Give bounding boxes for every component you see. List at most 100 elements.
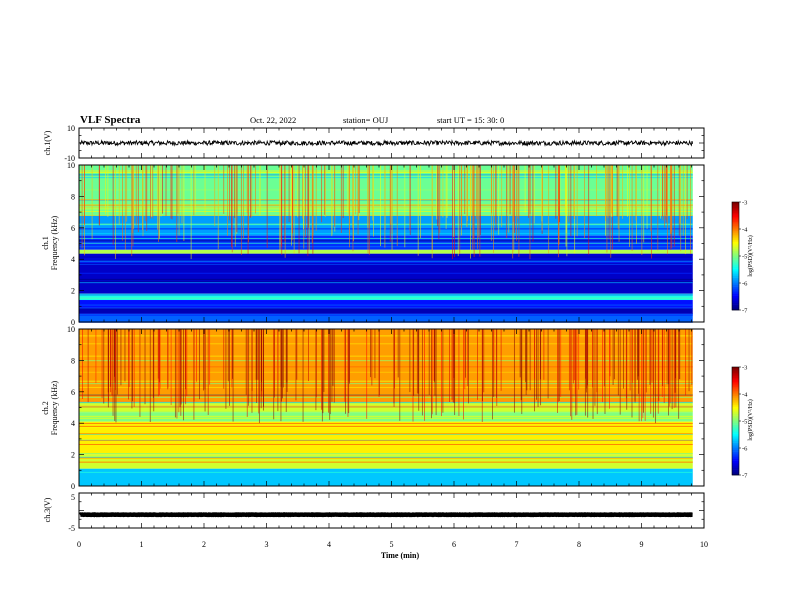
spectral-streak	[483, 329, 485, 393]
x-tick-label: 7	[515, 540, 519, 549]
spectral-streak	[315, 165, 317, 231]
spectral-streak	[174, 329, 176, 418]
spectral-streak	[409, 329, 411, 393]
spectral-streak	[650, 329, 652, 414]
spectral-line	[79, 304, 693, 306]
spectral-line	[79, 307, 693, 309]
spectral-streak	[144, 329, 146, 405]
spectral-streak	[183, 165, 185, 241]
colorbar-segment	[732, 404, 739, 407]
spectral-streak	[122, 165, 123, 241]
spectral-streak	[285, 329, 287, 412]
spectral-streak	[528, 165, 530, 218]
spectral-streak	[329, 329, 331, 420]
spectral-streak	[688, 329, 690, 392]
spectral-streak	[207, 329, 209, 415]
colorbar-segment	[732, 457, 739, 460]
spectral-streak	[372, 165, 374, 221]
colorbar-segment	[732, 449, 739, 452]
spectral-streak	[592, 329, 594, 419]
spectral-streak	[574, 165, 576, 254]
spectral-line	[79, 427, 693, 429]
spectral-streak	[348, 329, 350, 414]
colorbar-segment	[732, 408, 739, 411]
spectral-line	[79, 313, 693, 315]
spectral-streak	[612, 165, 613, 217]
colorbar-segment	[732, 383, 739, 386]
colorbar-segment	[732, 229, 739, 232]
spectral-streak	[258, 329, 260, 424]
spectral-streak	[302, 165, 303, 219]
spectral-line	[79, 260, 693, 262]
spectral-line	[79, 335, 693, 337]
spectral-streak	[662, 165, 664, 221]
spectral-streak	[670, 165, 672, 234]
colorbar-segment	[732, 268, 739, 271]
spectral-streak	[513, 165, 515, 252]
spectral-streak	[467, 165, 468, 221]
spectral-streak	[279, 165, 281, 245]
spectral-line	[79, 282, 693, 284]
figure-title: VLF Spectra	[80, 114, 141, 126]
spectral-streak	[509, 165, 511, 215]
spectral-streak	[266, 165, 268, 248]
spectral-streak	[98, 165, 100, 226]
ch2-spectrogram-channel-label: ch.2	[41, 401, 50, 415]
colorbar-segment	[732, 281, 739, 284]
spectral-streak	[132, 329, 133, 402]
y-tick-label: 4	[71, 419, 75, 428]
spectral-streak	[183, 329, 184, 421]
colorbar-segment	[732, 243, 739, 246]
spectral-streak	[247, 165, 249, 255]
spectral-streak	[536, 329, 537, 400]
spectral-streak	[126, 165, 128, 222]
colorbar-segment	[732, 238, 739, 241]
spectral-streak	[529, 329, 531, 391]
spectral-streak	[255, 329, 257, 380]
spectral-streak	[391, 165, 393, 235]
spectral-streak	[95, 329, 97, 384]
spectral-streak	[588, 165, 590, 255]
ch1-colorbar-label: log(PSD)(V²/Hz)	[747, 235, 754, 276]
colorbar-segment	[732, 451, 739, 454]
spectral-streak	[568, 165, 570, 223]
x-tick-label: 4	[327, 540, 331, 549]
spectral-streak	[651, 329, 653, 383]
spectral-streak	[660, 165, 662, 219]
spectral-line	[79, 439, 693, 441]
spectral-streak	[281, 329, 282, 402]
ch3-waveform-panel: 5 -5 ch.3(V)	[43, 492, 705, 533]
spectral-streak	[190, 165, 192, 260]
spectral-streak	[657, 165, 659, 251]
spectral-streak	[428, 329, 430, 395]
spectral-line	[79, 401, 693, 403]
spectral-streak	[464, 329, 466, 390]
x-tick-label: 6	[452, 540, 456, 549]
spectral-streak	[223, 329, 225, 389]
spectral-streak	[495, 165, 497, 224]
spectral-streak	[331, 329, 333, 402]
spectral-line	[79, 402, 693, 404]
colorbar-segment	[732, 431, 739, 434]
spectral-streak	[631, 329, 633, 383]
spectral-streak	[435, 329, 437, 416]
spectral-band	[79, 412, 693, 422]
spectral-streak	[637, 329, 638, 380]
spectral-streak	[180, 329, 182, 405]
spectral-streak	[518, 165, 520, 257]
colorbar-segment	[732, 212, 739, 215]
spectral-streak	[176, 165, 178, 243]
spectral-streak	[107, 329, 109, 393]
spectral-line	[79, 360, 693, 362]
spectral-streak	[132, 165, 134, 234]
spectral-streak	[305, 165, 306, 237]
spectral-streak	[145, 165, 147, 222]
spectral-streak	[541, 165, 543, 231]
spectral-streak	[445, 165, 447, 229]
y-tick-label: 6	[71, 224, 75, 233]
spectral-streak	[686, 165, 688, 220]
colorbar-segment	[732, 230, 739, 233]
spectral-streak	[342, 165, 344, 219]
spectral-streak	[586, 329, 588, 389]
spectral-streak	[643, 165, 645, 243]
